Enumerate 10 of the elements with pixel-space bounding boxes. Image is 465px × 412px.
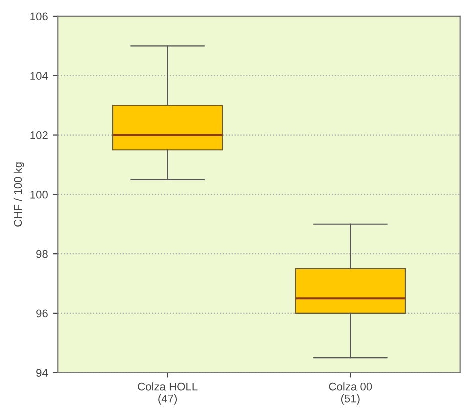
y-tick-label: 96 xyxy=(36,310,48,318)
y-tick-label: 98 xyxy=(36,250,48,258)
x-tick-label: Colza 00 (51) xyxy=(329,382,372,405)
y-tick-label: 94 xyxy=(36,369,48,377)
y-tick-label: 104 xyxy=(30,72,48,80)
y-tick-label: 100 xyxy=(30,190,48,199)
y-tick-label: 106 xyxy=(30,12,48,21)
y-tick-label: 102 xyxy=(30,132,48,140)
x-tick-label: Colza HOLL (47) xyxy=(138,382,198,405)
y-axis-title: CHF / 100 kg xyxy=(14,162,24,227)
